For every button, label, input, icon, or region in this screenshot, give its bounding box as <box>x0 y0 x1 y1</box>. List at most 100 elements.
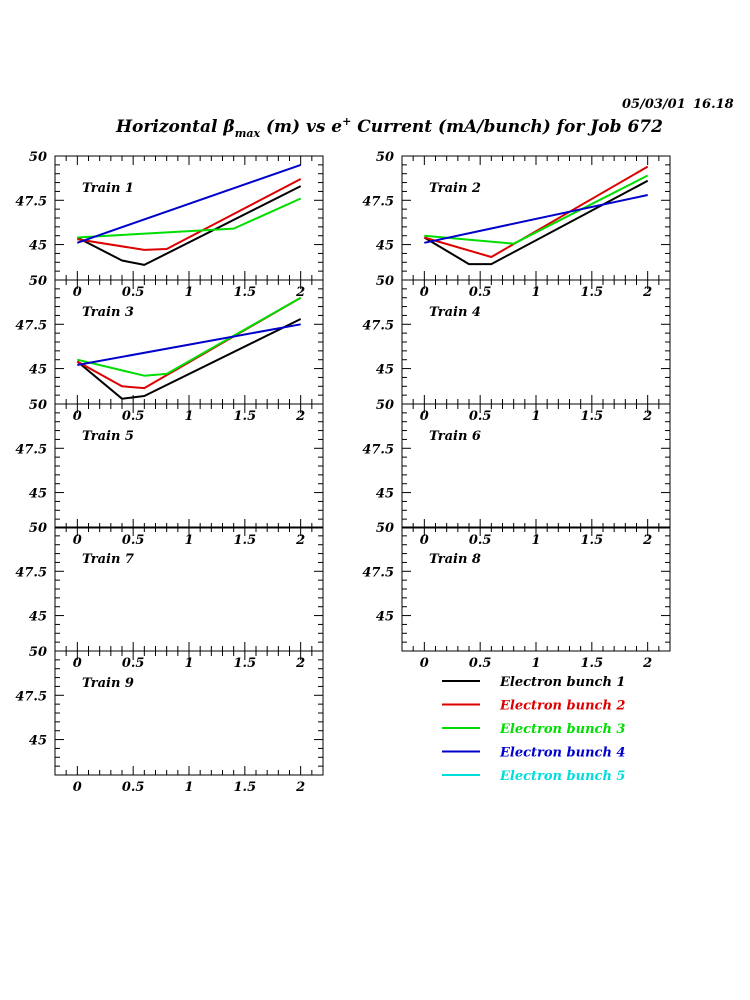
panel-label: Train 6 <box>429 429 481 444</box>
x-tick-label: 0.5 <box>469 533 492 548</box>
y-tick-label: 45 <box>29 610 47 625</box>
y-tick-label: 47.5 <box>15 194 47 209</box>
x-tick-label: 1.5 <box>234 285 257 300</box>
y-tick-label: 45 <box>376 487 394 502</box>
series-line <box>76 185 302 266</box>
panel: 45 47.5 50 0 0.5 1 1.5 2 Train 8 <box>362 521 671 671</box>
x-tick-label: 0 <box>73 780 82 795</box>
x-tick-label: 1 <box>184 285 193 300</box>
y-tick-label: 50 <box>29 521 47 536</box>
title-suffix: Current (mA/bunch) for Job 672 <box>351 117 663 137</box>
series-line <box>76 163 302 244</box>
series-group <box>76 163 302 266</box>
legend-label: Electron bunch 2 <box>499 699 625 714</box>
panel-label: Train 9 <box>82 676 134 691</box>
series-line <box>77 197 302 239</box>
x-tick-label: 2 <box>295 285 305 300</box>
panel: 45 47.5 50 0 0.5 1 1.5 2 Train 7 <box>15 521 324 671</box>
date-text: 05/03/01 <box>622 97 686 112</box>
x-tick-label: 0.5 <box>469 285 492 300</box>
x-tick-label: 0 <box>73 656 82 671</box>
x-tick-label: 0.5 <box>469 656 492 671</box>
panel: 45 47.5 50 0 0.5 1 1.5 2 Train 4 <box>362 274 671 424</box>
x-tick-label: 0.5 <box>469 409 492 424</box>
x-tick-label: 0 <box>73 533 82 548</box>
y-tick-label: 47.5 <box>362 194 394 209</box>
y-tick-label: 47.5 <box>15 689 47 704</box>
series-group <box>423 165 649 266</box>
title-superscript: + <box>342 115 351 128</box>
y-tick-label: 47.5 <box>362 442 394 457</box>
x-tick-label: 1 <box>531 285 540 300</box>
y-tick-label: 45 <box>376 239 394 254</box>
y-tick-label: 50 <box>376 274 394 289</box>
x-tick-label: 0 <box>420 656 429 671</box>
panel-label: Train 8 <box>429 552 481 567</box>
x-tick-label: 1 <box>184 780 193 795</box>
panel-label: Train 2 <box>429 181 481 196</box>
panel-frame <box>54 155 324 281</box>
series-line <box>76 318 302 400</box>
time-text: 16.18 <box>693 97 734 112</box>
x-tick-label: 0 <box>73 409 82 424</box>
panel: 45 47.5 50 0 0.5 1 1.5 2 Train 1 <box>15 150 324 300</box>
y-tick-label: 45 <box>29 239 47 254</box>
x-tick-label: 2 <box>295 656 305 671</box>
series-line <box>423 179 649 266</box>
panels: 45 47.5 50 0 0.5 1 1.5 2 Train 1 45 47.5 50 0 0.5 1 1.5… <box>15 150 671 795</box>
y-tick-label: 50 <box>29 274 47 289</box>
series-line <box>424 165 649 258</box>
title-subscript: max <box>235 127 261 140</box>
panel: 45 47.5 50 0 0.5 1 1.5 2 Train 3 <box>15 274 324 424</box>
x-tick-label: 1.5 <box>581 285 604 300</box>
y-tick-label: 45 <box>376 363 394 378</box>
x-tick-label: 0 <box>73 285 82 300</box>
x-tick-label: 0.5 <box>122 285 145 300</box>
x-tick-label: 1.5 <box>234 656 257 671</box>
legend-label: Electron bunch 1 <box>499 675 625 690</box>
x-tick-label: 1.5 <box>234 409 257 424</box>
y-tick-label: 47.5 <box>362 565 394 580</box>
y-tick-label: 47.5 <box>15 442 47 457</box>
y-tick-label: 50 <box>29 398 47 413</box>
x-tick-label: 1.5 <box>234 780 257 795</box>
panel-label: Train 3 <box>82 305 134 320</box>
y-tick-label: 45 <box>29 363 47 378</box>
series-line <box>424 194 648 244</box>
panel: 45 47.5 50 0 0.5 1 1.5 2 Train 9 <box>15 645 324 795</box>
x-tick-label: 2 <box>295 409 305 424</box>
legend-label: Electron bunch 3 <box>499 722 625 737</box>
x-tick-label: 0 <box>420 409 429 424</box>
x-tick-label: 0.5 <box>122 656 145 671</box>
x-tick-label: 2 <box>642 409 652 424</box>
x-tick-label: 2 <box>642 533 652 548</box>
panel-label: Train 5 <box>82 429 134 444</box>
legend-label: Electron bunch 5 <box>499 769 625 784</box>
panel-label: Train 7 <box>82 552 134 567</box>
x-tick-label: 2 <box>295 533 305 548</box>
y-tick-label: 47.5 <box>15 565 47 580</box>
x-tick-label: 1.5 <box>581 409 604 424</box>
y-tick-label: 50 <box>29 150 47 165</box>
x-tick-label: 0 <box>420 285 429 300</box>
x-tick-label: 1 <box>184 656 193 671</box>
legend: Electron bunch 1 Electron bunch 2 Electron… <box>442 675 625 784</box>
series-line <box>77 178 302 251</box>
header: 05/03/01 16.18 Horizontal βmax (m) vs e+… <box>115 97 734 140</box>
x-tick-label: 1.5 <box>234 533 257 548</box>
x-tick-label: 1 <box>531 656 540 671</box>
x-tick-label: 0.5 <box>122 780 145 795</box>
x-tick-label: 1 <box>531 409 540 424</box>
panel: 45 47.5 50 0 0.5 1 1.5 2 Train 6 <box>362 398 671 548</box>
y-tick-label: 47.5 <box>15 318 47 333</box>
x-tick-label: 2 <box>642 285 652 300</box>
legend-label: Electron bunch 4 <box>499 746 625 761</box>
x-tick-label: 0.5 <box>122 533 145 548</box>
y-tick-label: 45 <box>29 487 47 502</box>
x-tick-label: 1.5 <box>581 533 604 548</box>
series-group <box>76 296 302 400</box>
y-tick-label: 47.5 <box>362 318 394 333</box>
y-tick-label: 50 <box>376 398 394 413</box>
x-tick-label: 1.5 <box>581 656 604 671</box>
